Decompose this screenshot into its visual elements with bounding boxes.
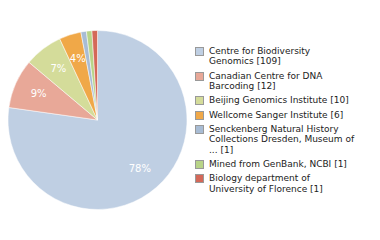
html-text:Beijing Genomics Institute [10: Beijing Genomics Institute [10]: [209, 95, 349, 106]
html-text:Canadian Centre for DNA Barcod: Canadian Centre for DNA Barcoding [12]: [209, 70, 323, 91]
html-text:Centre for Biodiversity Genomi: Centre for Biodiversity Genomics [109]: [209, 45, 311, 67]
html-text:Senckenberg Natural History Co: Senckenberg Natural History Collections …: [209, 124, 355, 155]
html-text:Biology department of Universi: Biology department of University of Flor…: [209, 173, 323, 194]
svg-text:78%: 78%: [129, 163, 151, 174]
svg-text:9%: 9%: [31, 88, 47, 99]
html-text:Mined from GenBank, NCBI [1]: Mined from GenBank, NCBI [1]: [209, 159, 347, 169]
html-text:Wellcome Sanger Institute [6]: Wellcome Sanger Institute [6]: [209, 109, 344, 120]
svg-text:7%: 7%: [50, 63, 66, 74]
svg-text:4%: 4%: [70, 53, 86, 64]
